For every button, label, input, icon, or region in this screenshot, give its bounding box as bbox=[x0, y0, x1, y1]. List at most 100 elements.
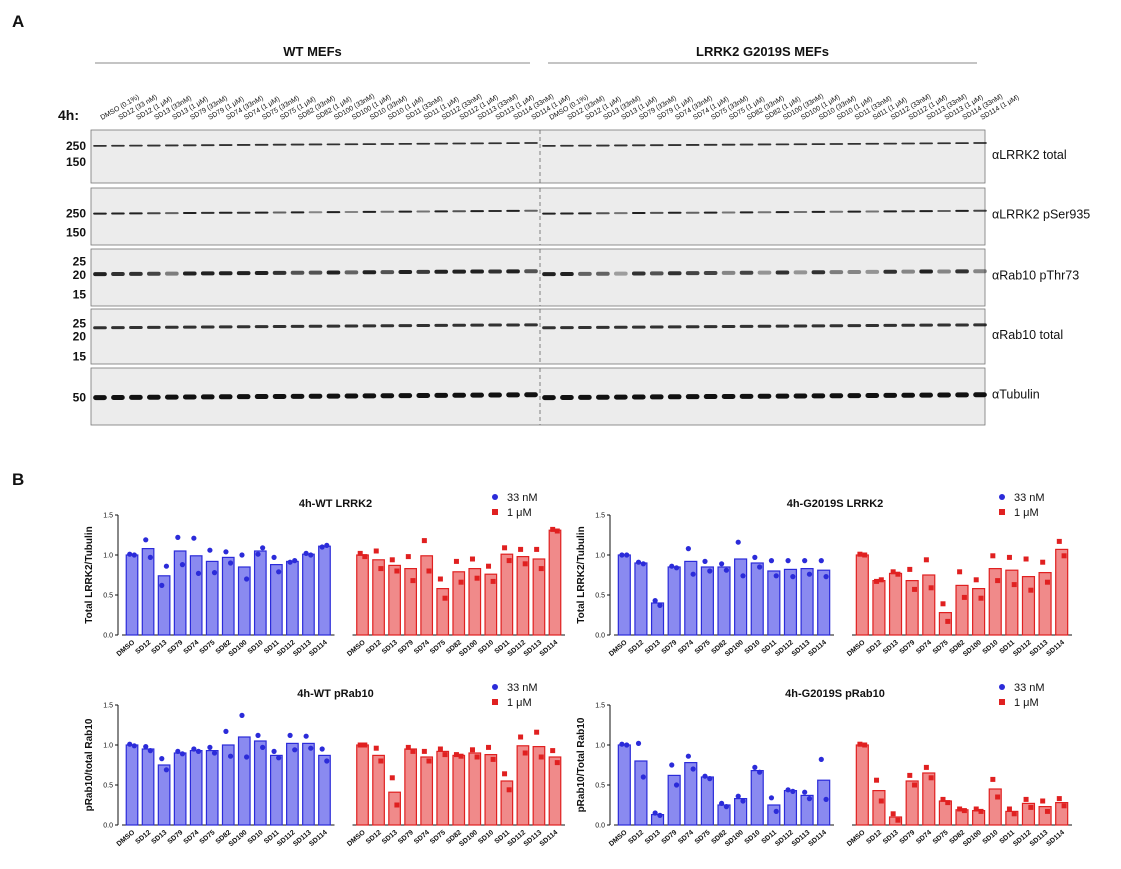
band bbox=[560, 326, 574, 330]
data-point bbox=[319, 544, 325, 550]
data-point bbox=[928, 775, 934, 781]
data-point bbox=[143, 744, 149, 750]
data-point bbox=[862, 742, 868, 748]
antibody-label: αRab10 pThr73 bbox=[992, 269, 1079, 283]
data-point bbox=[945, 618, 951, 624]
x-tick-label: SD75 bbox=[932, 639, 950, 656]
bar bbox=[734, 558, 748, 636]
band bbox=[901, 142, 916, 145]
band bbox=[182, 325, 197, 329]
data-point bbox=[271, 748, 277, 755]
band bbox=[182, 271, 197, 276]
bar bbox=[750, 562, 764, 636]
x-tick-label: SD75 bbox=[429, 639, 447, 656]
bar-chart: 4h-G2019S pRab10 0.0 0.5 1.0 1.5 pRab10/Total… bbox=[576, 682, 1072, 848]
band bbox=[703, 143, 718, 146]
band bbox=[524, 209, 538, 212]
data-point bbox=[522, 750, 528, 756]
bar bbox=[1021, 802, 1036, 826]
data-point bbox=[690, 571, 696, 577]
data-point bbox=[373, 548, 379, 554]
data-point bbox=[426, 758, 432, 764]
band bbox=[973, 142, 987, 144]
data-point bbox=[191, 535, 197, 541]
band bbox=[721, 270, 736, 275]
bar bbox=[783, 568, 798, 636]
x-tick-label: DMSO bbox=[846, 639, 867, 658]
bar bbox=[436, 587, 450, 636]
bar bbox=[800, 567, 814, 636]
x-tick-label: SD12 bbox=[865, 829, 883, 846]
band bbox=[326, 393, 341, 399]
band bbox=[524, 392, 538, 398]
y-tick-label: 0.5 bbox=[595, 783, 605, 790]
data-point bbox=[768, 558, 775, 564]
x-tick-label: SD75 bbox=[932, 829, 950, 846]
band bbox=[326, 324, 341, 328]
band bbox=[111, 326, 125, 330]
bar bbox=[767, 804, 781, 826]
x-tick-label: SD114 bbox=[308, 639, 329, 658]
band bbox=[667, 271, 682, 276]
band bbox=[164, 212, 179, 215]
x-tick-label: SD13 bbox=[381, 639, 399, 656]
data-point bbox=[707, 776, 713, 782]
data-point bbox=[961, 594, 967, 600]
data-point bbox=[1028, 804, 1034, 810]
band bbox=[613, 212, 628, 215]
x-tick-label: SD13 bbox=[882, 639, 900, 656]
band bbox=[236, 394, 251, 400]
bar bbox=[253, 740, 267, 826]
data-point bbox=[179, 751, 186, 757]
bar bbox=[404, 567, 418, 636]
band bbox=[973, 209, 987, 212]
data-point bbox=[486, 563, 492, 569]
x-tick-label: DMSO bbox=[608, 639, 629, 658]
data-point bbox=[995, 794, 1001, 800]
data-point bbox=[1011, 811, 1017, 817]
x-tick-label: SD114 bbox=[539, 829, 560, 848]
mw-marker: 15 bbox=[73, 349, 87, 363]
data-point bbox=[490, 756, 496, 762]
data-point bbox=[768, 795, 775, 801]
band bbox=[667, 144, 682, 146]
data-point bbox=[823, 574, 829, 580]
legend-marker-33nm bbox=[999, 684, 1005, 690]
legend-marker-33nm bbox=[492, 684, 498, 690]
band bbox=[326, 270, 341, 275]
band bbox=[937, 269, 951, 274]
data-point bbox=[287, 732, 293, 739]
data-point bbox=[362, 742, 368, 748]
data-point bbox=[421, 538, 427, 544]
band bbox=[847, 270, 862, 275]
band bbox=[326, 143, 341, 146]
bar bbox=[700, 566, 714, 636]
data-point bbox=[957, 569, 963, 575]
data-point bbox=[469, 556, 475, 562]
data-point bbox=[619, 552, 625, 558]
data-point bbox=[669, 762, 675, 768]
bar bbox=[356, 554, 369, 636]
x-tick-label: SD74 bbox=[183, 639, 201, 656]
x-tick-label: SD10 bbox=[982, 829, 1000, 846]
data-point bbox=[773, 573, 779, 579]
data-point bbox=[131, 552, 137, 558]
band bbox=[111, 212, 125, 215]
band bbox=[685, 211, 700, 214]
bar bbox=[420, 555, 434, 636]
data-point bbox=[818, 558, 824, 564]
band bbox=[470, 210, 484, 213]
data-point bbox=[490, 578, 496, 584]
data-point bbox=[912, 782, 918, 788]
band bbox=[129, 144, 143, 147]
x-tick-label: SD114 bbox=[1045, 639, 1066, 658]
x-tick-label: SD12 bbox=[627, 639, 645, 656]
chart-title: 4h-G2019S LRRK2 bbox=[787, 498, 884, 510]
y-tick-label: 0.0 bbox=[103, 633, 113, 640]
x-tick-label: SD74 bbox=[677, 829, 695, 846]
band bbox=[649, 271, 664, 276]
data-point bbox=[862, 552, 868, 558]
bar bbox=[500, 553, 514, 636]
data-point bbox=[1023, 796, 1029, 802]
band bbox=[164, 144, 179, 147]
